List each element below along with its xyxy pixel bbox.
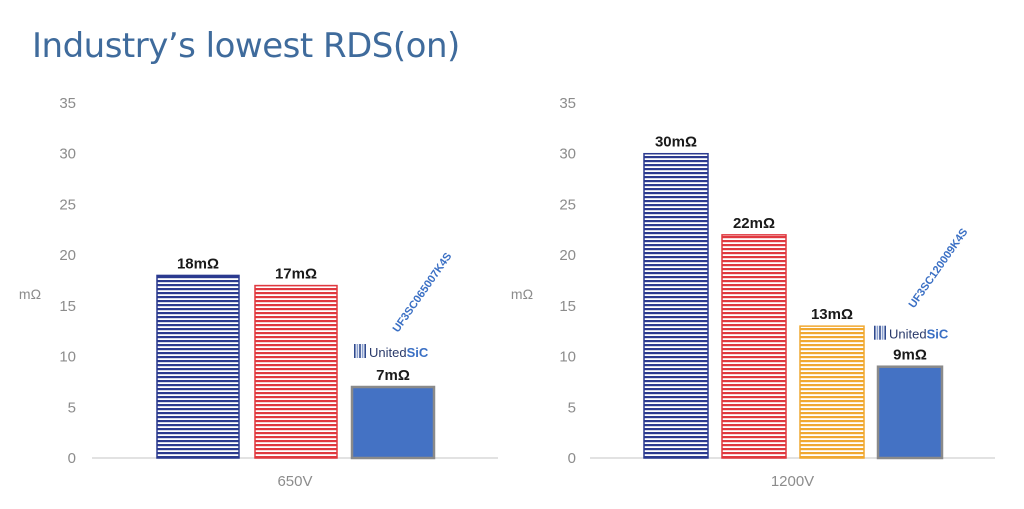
- y-tick-label: 5: [568, 399, 576, 416]
- x-category-label: 1200V: [771, 473, 814, 490]
- y-tick-label: 5: [68, 399, 76, 416]
- y-tick-label: 25: [559, 196, 576, 213]
- x-category-label: 650V: [277, 473, 312, 490]
- y-tick-label: 10: [559, 349, 576, 366]
- y-tick-label: 15: [59, 298, 76, 315]
- bar: [156, 274, 240, 459]
- data-label: 30mΩ: [655, 134, 697, 151]
- y-tick-label: 0: [68, 450, 76, 467]
- y-axis-label: mΩ: [19, 286, 41, 302]
- unitedsic-logo: UnitedSiC: [889, 327, 949, 342]
- bar: [721, 234, 787, 459]
- y-tick-label: 10: [59, 349, 76, 366]
- y-tick-label: 0: [568, 450, 576, 467]
- bar: [799, 325, 865, 459]
- part-number-label: UF3SC120009K4S: [907, 226, 971, 310]
- y-tick-label: 25: [59, 196, 76, 213]
- bar: [876, 365, 944, 460]
- page-title: Industry’s lowest RDS(on): [32, 26, 460, 66]
- part-number-label: UF3SC065007K4S: [391, 251, 455, 335]
- data-label: 7mΩ: [376, 367, 410, 384]
- y-tick-label: 30: [59, 146, 76, 163]
- y-tick-label: 15: [559, 298, 576, 315]
- data-label: 22mΩ: [733, 215, 775, 232]
- y-tick-label: 35: [59, 95, 76, 112]
- bar: [643, 152, 709, 459]
- y-tick-label: 35: [559, 95, 576, 112]
- bar: [350, 385, 436, 460]
- unitedsic-cube-icon: [874, 325, 886, 340]
- data-label: 18mΩ: [177, 255, 219, 272]
- data-label: 17mΩ: [275, 266, 317, 283]
- y-tick-label: 20: [59, 247, 76, 264]
- unitedsic-cube-icon: [354, 344, 366, 358]
- unitedsic-logo: UnitedSiC: [369, 345, 429, 360]
- y-tick-label: 20: [559, 247, 576, 264]
- bar: [254, 284, 338, 459]
- data-label: 9mΩ: [893, 347, 927, 364]
- y-tick-label: 30: [559, 146, 576, 163]
- data-label: 13mΩ: [811, 306, 853, 323]
- y-axis-label: mΩ: [511, 286, 533, 302]
